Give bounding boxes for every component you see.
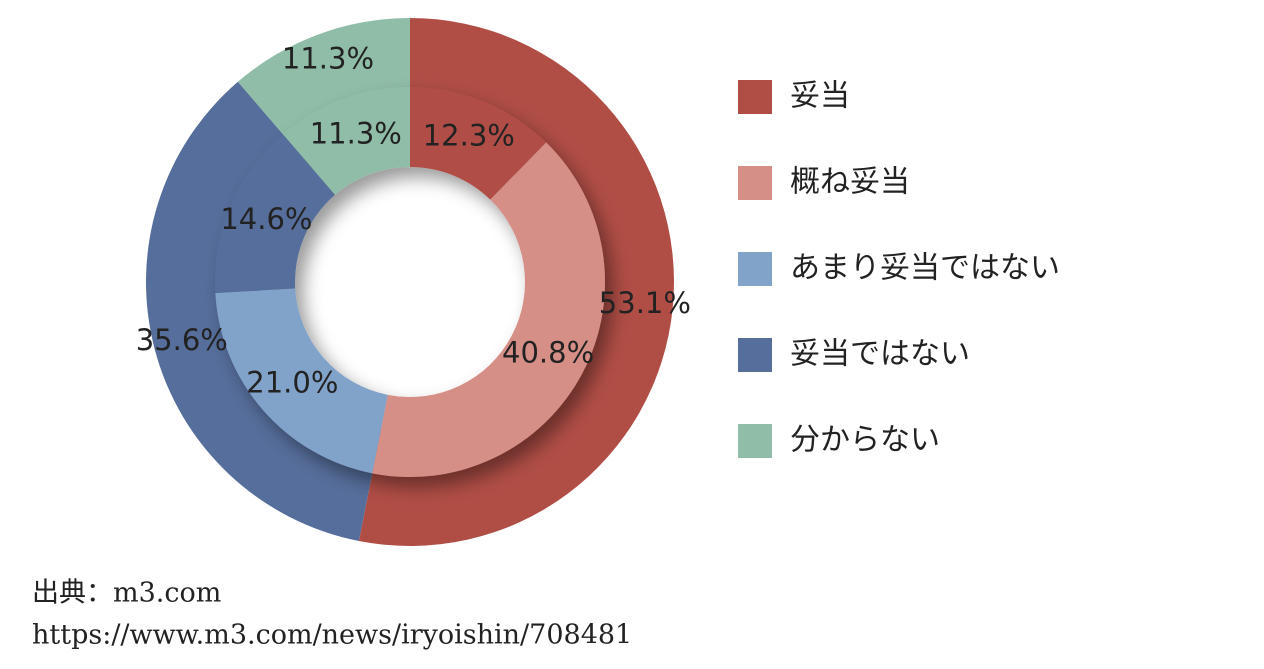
segment xyxy=(215,134,336,294)
inner-ring xyxy=(215,87,606,478)
data-label: 21.0% xyxy=(246,365,338,399)
segment xyxy=(410,87,547,200)
legend-swatch xyxy=(738,424,772,458)
data-label: 35.6% xyxy=(136,323,228,357)
legend-label: 妥当ではない xyxy=(790,337,970,372)
legend-label: 分からない xyxy=(790,423,940,458)
segment xyxy=(215,288,388,474)
data-label: 12.3% xyxy=(423,119,515,153)
data-label: 11.3% xyxy=(282,42,374,76)
legend-swatch xyxy=(738,166,772,200)
legend-label: 妥当 xyxy=(790,79,850,114)
data-label: 14.6% xyxy=(220,202,312,236)
data-label: 53.1% xyxy=(599,286,691,320)
legend-swatch xyxy=(738,80,772,114)
segment xyxy=(358,18,675,546)
legend-label: あまり妥当ではない xyxy=(790,251,1060,286)
data-label: 40.8% xyxy=(502,336,594,370)
legend-label: 概ね妥当 xyxy=(790,165,910,200)
data-label: 11.3% xyxy=(310,117,402,151)
legend-swatch xyxy=(738,338,772,372)
source: 出典：m3.com xyxy=(32,578,221,609)
segment xyxy=(282,87,410,195)
source-url: https://www.m3.com/news/iryoishin/708481 xyxy=(32,620,632,651)
segment xyxy=(372,142,606,478)
legend-swatch xyxy=(738,252,772,286)
labels: 53.1% 35.6% 11.3% 12.3% 40.8% 21.0% 14.6% 11.3% xyxy=(136,42,691,400)
